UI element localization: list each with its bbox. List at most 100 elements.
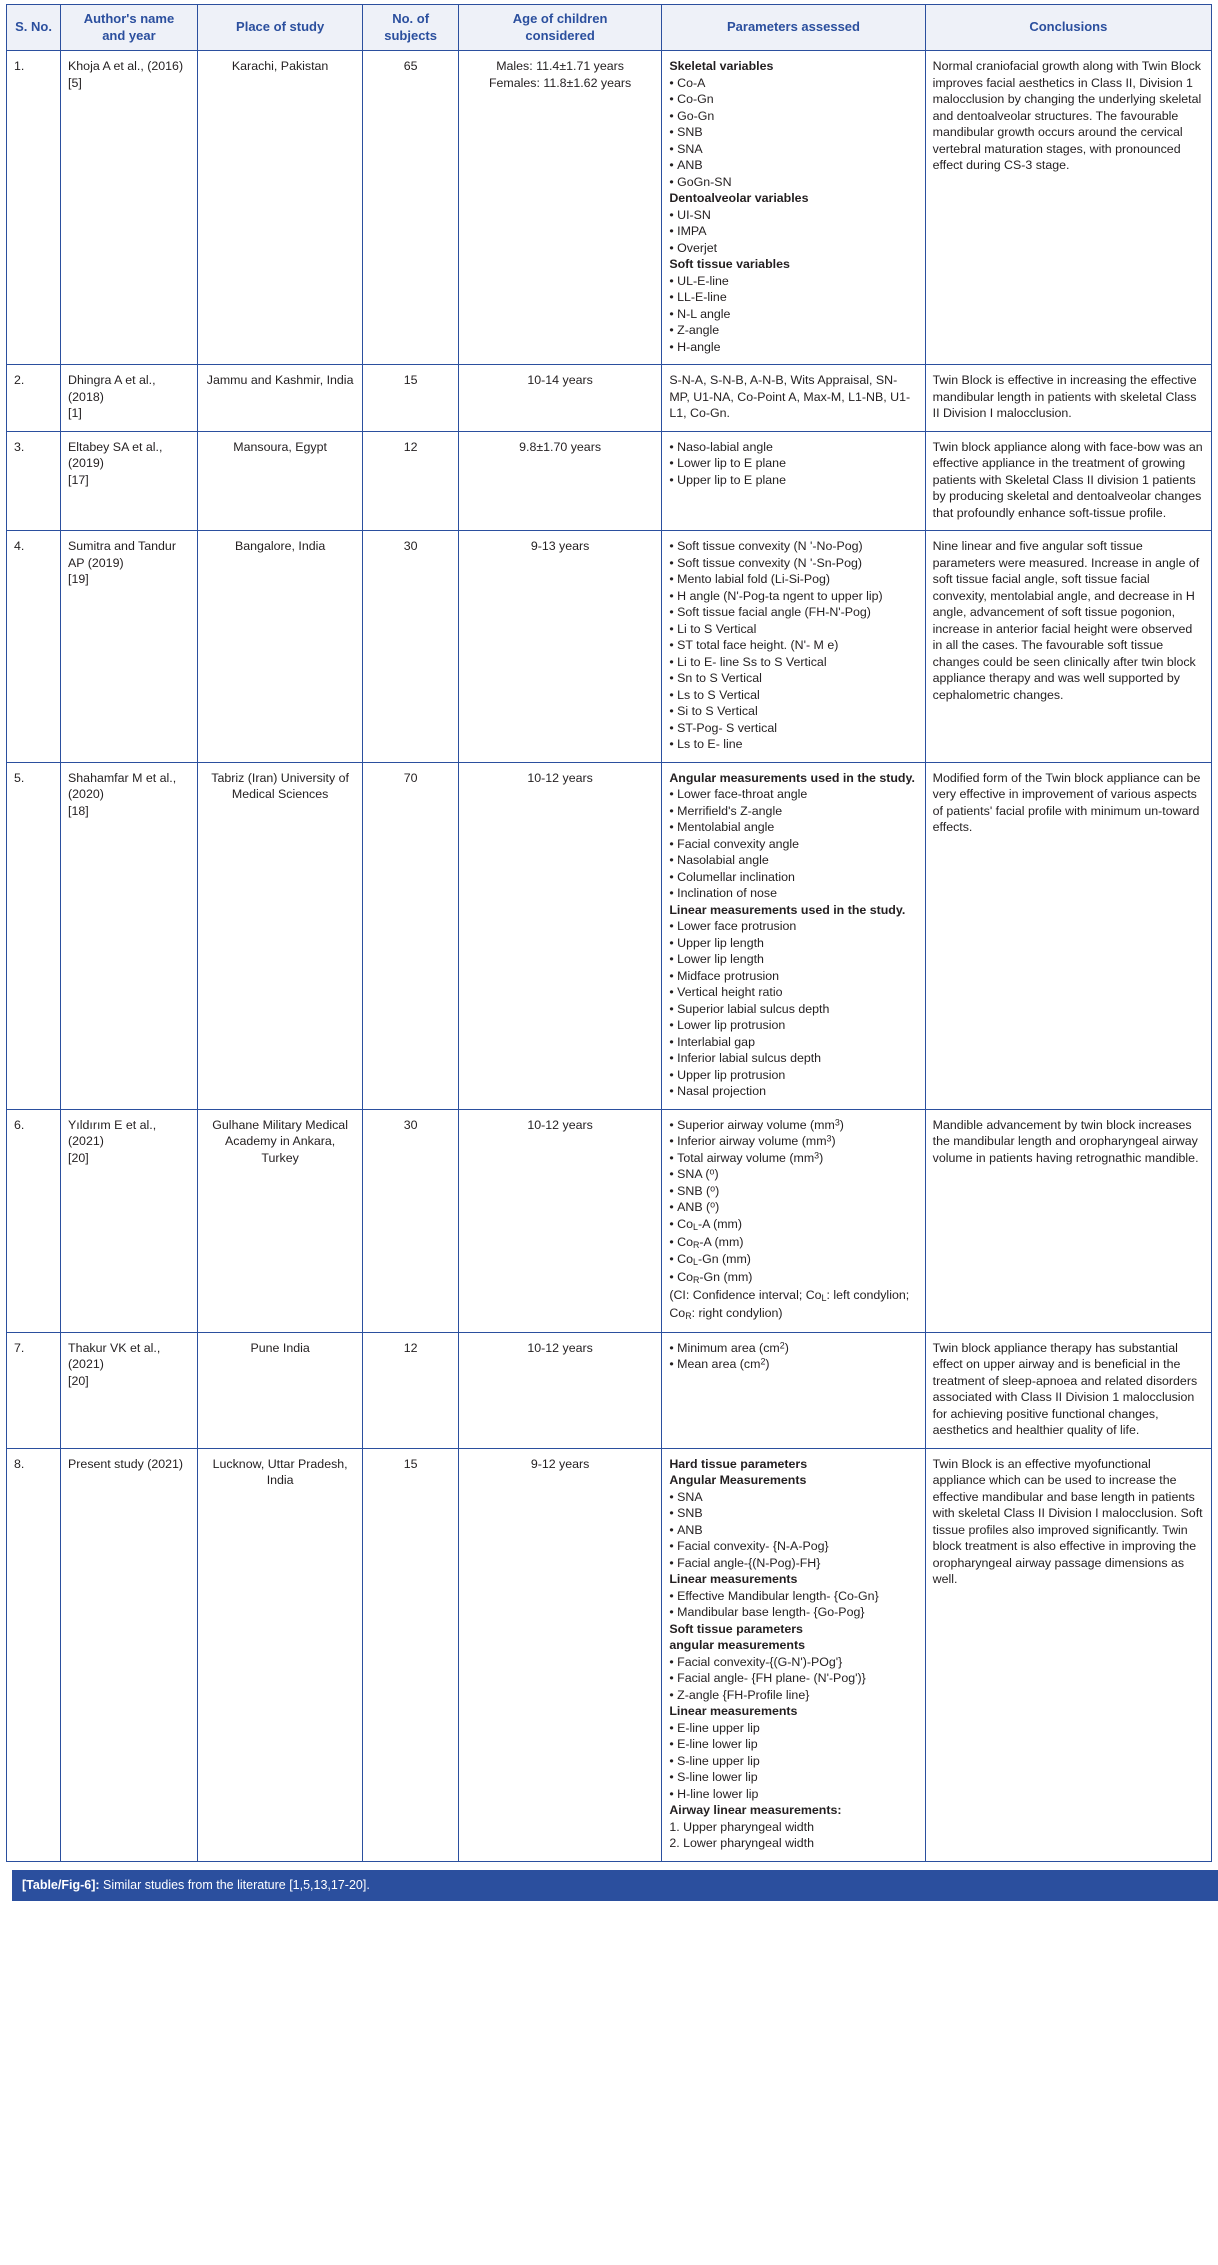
parameter-bullet: GoGn-SN bbox=[669, 174, 917, 191]
cell-serial-number: 1. bbox=[5, 50, 62, 366]
cell-age-of-children: 10-12 years bbox=[457, 761, 663, 1110]
cell-line: Gulhane Military Medical Academy in Anka… bbox=[212, 1117, 348, 1165]
cell-conclusion: Nine linear and five angular soft tissue… bbox=[924, 530, 1213, 763]
parameter-bullet: SNB bbox=[669, 1505, 917, 1522]
table-row: 2. Dhingra A et al., (2018) [1] Jammu and K… bbox=[5, 364, 1213, 432]
cell-number-of-subjects: 30 bbox=[362, 1108, 459, 1333]
cell-author-name-year: Thakur VK et al., (2021) [20] bbox=[60, 1331, 198, 1449]
parameter-group-heading: Linear measurements used in the study. bbox=[669, 902, 906, 917]
parameter-bullet: S-line upper lip bbox=[669, 1753, 917, 1770]
caption-label: [Table/Fig-6]: bbox=[22, 1877, 100, 1892]
parameter-bullet: Mento labial fold (Li-Si-Pog) bbox=[669, 571, 917, 588]
parameter-bullet: Mandibular base length- {Go-Pog} bbox=[669, 1604, 917, 1621]
cell-line: Karachi, Pakistan bbox=[231, 59, 329, 74]
parameter-group-heading: Skeletal variables bbox=[669, 59, 774, 74]
parameter-bullet: SNB (o) bbox=[669, 1183, 917, 1200]
cell-number-of-subjects: 15 bbox=[362, 1447, 459, 1862]
column-header-age-of-children: Age of children considered bbox=[457, 3, 663, 52]
table-row: 8. Present study (2021) Lucknow, Uttar Pra… bbox=[5, 1447, 1213, 1862]
parameter-bullet: Upper lip to E plane bbox=[669, 472, 917, 489]
cell-line: Shahamfar M et al., (2020) bbox=[68, 770, 177, 802]
parameter-bullet: SNA (o) bbox=[669, 1166, 917, 1183]
parameter-bullet: Midface protrusion bbox=[669, 968, 917, 985]
cell-parameters-assessed: Hard tissue parameters Angular Measuremen… bbox=[661, 1447, 926, 1862]
cell-conclusion: Twin block appliance therapy has substan… bbox=[924, 1331, 1213, 1449]
cell-line: [20] bbox=[68, 1150, 89, 1165]
parameter-bullet: Si to S Vertical bbox=[669, 703, 917, 720]
parameter-bullet: Facial convexity- {N-A-Pog} bbox=[669, 1538, 917, 1555]
cell-age-of-children: 9-13 years bbox=[457, 530, 663, 763]
parameter-text: (CI: Confidence interval; CoL: left cond… bbox=[669, 1288, 910, 1321]
parameter-bullet: Ls to S Vertical bbox=[669, 687, 917, 704]
cell-author-name-year: Yıldırım E et al., (2021) [20] bbox=[60, 1108, 198, 1333]
header-line: S. No. bbox=[15, 19, 52, 35]
parameter-bullet: Go-Gn bbox=[669, 108, 917, 125]
parameter-bullet: Soft tissue convexity (N '-No-Pog) bbox=[669, 538, 917, 555]
cell-line: Khoja A et al., (2016) bbox=[68, 59, 184, 74]
cell-line: Females: 11.8±1.62 years bbox=[488, 75, 632, 90]
parameter-bullet: Nasal projection bbox=[669, 1083, 917, 1100]
column-header-author-name-year: Author's name and year bbox=[60, 3, 198, 52]
cell-place-of-study: Gulhane Military Medical Academy in Anka… bbox=[196, 1108, 364, 1333]
cell-line: 10-12 years bbox=[527, 770, 593, 785]
parameter-text: 1. Upper pharyngeal width bbox=[669, 1819, 814, 1834]
cell-parameters-assessed: Soft tissue convexity (N '-No-Pog)Soft t… bbox=[661, 530, 926, 763]
cell-line: Bangalore, India bbox=[235, 539, 326, 554]
cell-age-of-children: 10-12 years bbox=[457, 1108, 663, 1333]
parameter-group-heading: Soft tissue parameters bbox=[669, 1621, 803, 1636]
table-header: S. No. Author's name and year Place of s… bbox=[5, 3, 1213, 52]
parameter-bullet: LL-E-line bbox=[669, 289, 917, 306]
parameter-bullet: Lower lip to E plane bbox=[669, 455, 917, 472]
parameter-bullet: Inferior airway volume (mm3) bbox=[669, 1133, 917, 1150]
cell-number-of-subjects: 15 bbox=[362, 364, 459, 432]
parameter-bullet: H-line lower lip bbox=[669, 1786, 917, 1803]
parameter-bullet: Mean area (cm2) bbox=[669, 1356, 917, 1373]
cell-line: Tabriz (Iran) University of Medical Scie… bbox=[211, 770, 349, 802]
literature-comparison-table: S. No. Author's name and year Place of s… bbox=[5, 3, 1213, 1862]
cell-place-of-study: Jammu and Kashmir, India bbox=[196, 364, 364, 432]
cell-serial-number: 8. bbox=[5, 1447, 62, 1862]
cell-place-of-study: Mansoura, Egypt bbox=[196, 430, 364, 532]
cell-place-of-study: Tabriz (Iran) University of Medical Scie… bbox=[196, 761, 364, 1110]
cell-number-of-subjects: 12 bbox=[362, 1331, 459, 1449]
parameter-text: 2. Lower pharyngeal width bbox=[669, 1836, 814, 1851]
table-row: 5. Shahamfar M et al., (2020) [18] Tabriz (… bbox=[5, 761, 1213, 1110]
parameter-bullet: Vertical height ratio bbox=[669, 984, 917, 1001]
parameter-bullet: CoL-Gn (mm) bbox=[669, 1251, 917, 1269]
cell-age-of-children: Males: 11.4±1.71 years Females: 11.8±1.62… bbox=[457, 50, 663, 366]
parameter-bullet: UI-SN bbox=[669, 207, 917, 224]
parameter-bullet: Lower face protrusion bbox=[669, 918, 917, 935]
cell-author-name-year: Sumitra and Tandur AP (2019) [19] bbox=[60, 530, 198, 763]
caption-text: Similar studies from the literature [1,5… bbox=[103, 1877, 370, 1892]
cell-line: Males: 11.4±1.71 years bbox=[496, 59, 624, 74]
header-line: Age of children bbox=[512, 11, 608, 26]
parameter-bullet: Sn to S Vertical bbox=[669, 670, 917, 687]
header-line: considered bbox=[525, 27, 595, 43]
cell-conclusion: Modified form of the Twin block applianc… bbox=[924, 761, 1213, 1110]
parameter-bullet: Ls to E- line bbox=[669, 736, 917, 753]
header-line: Author's name bbox=[83, 11, 175, 26]
cell-number-of-subjects: 65 bbox=[362, 50, 459, 366]
parameter-group-heading: Airway linear measurements: bbox=[669, 1803, 842, 1818]
table-row: 4. Sumitra and Tandur AP (2019) [19] Bangal… bbox=[5, 530, 1213, 763]
parameter-bullet: Z-angle bbox=[669, 322, 917, 339]
cell-line: Dhingra A et al., (2018) bbox=[68, 373, 156, 404]
cell-author-name-year: Dhingra A et al., (2018) [1] bbox=[60, 364, 198, 432]
parameter-bullet: CoL-A (mm) bbox=[669, 1216, 917, 1234]
header-line: Conclusions bbox=[1029, 19, 1108, 35]
column-header-place-of-study: Place of study bbox=[196, 3, 364, 52]
cell-line: 10-12 years bbox=[527, 1117, 593, 1132]
parameter-bullet: Soft tissue convexity (N '-Sn-Pog) bbox=[669, 555, 917, 572]
cell-place-of-study: Bangalore, India bbox=[196, 530, 364, 763]
parameter-bullet: Superior airway volume (mm3) bbox=[669, 1117, 917, 1134]
parameter-bullet: IMPA bbox=[669, 223, 917, 240]
cell-serial-number: 7. bbox=[5, 1331, 62, 1449]
parameter-group-heading: Linear measurements bbox=[669, 1572, 798, 1587]
parameter-bullet: Facial angle- {FH plane- (N'-Pog')} bbox=[669, 1670, 917, 1687]
header-line: No. of bbox=[392, 11, 430, 26]
cell-serial-number: 4. bbox=[5, 530, 62, 763]
parameter-bullet: H-angle bbox=[669, 339, 917, 356]
cell-conclusion: Twin Block is effective in increasing th… bbox=[924, 364, 1213, 432]
table-row: 1. Khoja A et al., (2016) [5] Karachi, Paki… bbox=[5, 50, 1213, 366]
parameter-bullet: Minimum area (cm2) bbox=[669, 1340, 917, 1357]
